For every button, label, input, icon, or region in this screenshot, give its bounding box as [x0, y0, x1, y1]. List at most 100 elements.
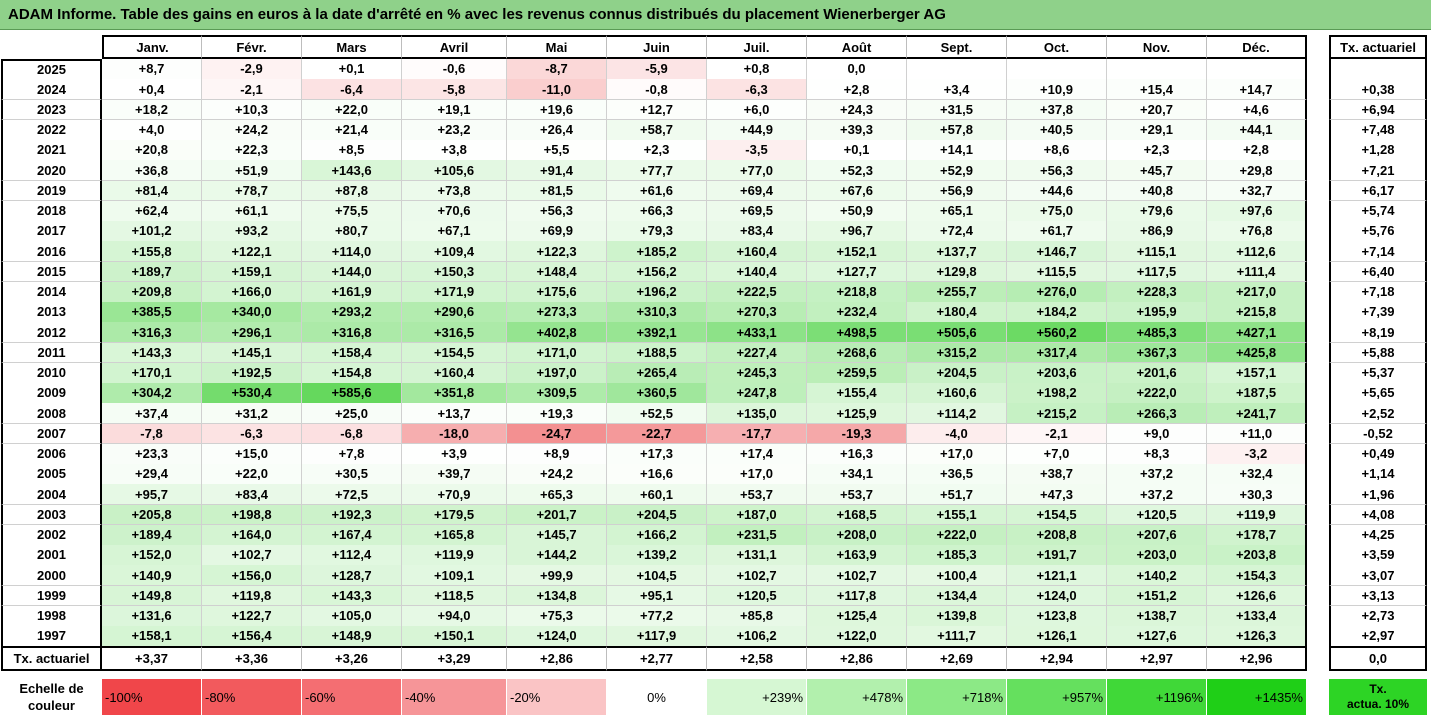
color-scale-step: -20% — [507, 679, 607, 715]
table-cell: +121,1 — [1007, 565, 1107, 586]
table-cell: -0,6 — [402, 59, 507, 80]
table-cell: +18,2 — [102, 99, 202, 121]
table-cell: +171,0 — [507, 342, 607, 364]
table-cell: +241,7 — [1207, 403, 1307, 424]
table-cell: +124,0 — [507, 626, 607, 647]
table-cell: +51,7 — [907, 484, 1007, 505]
table-cell: +78,7 — [202, 180, 302, 202]
year-label: 2008 — [1, 403, 102, 424]
table-cell: +111,7 — [907, 626, 1007, 647]
table-cell: +203,0 — [1107, 545, 1207, 566]
table-cell: +61,7 — [1007, 221, 1107, 242]
year-label: 2005 — [1, 464, 102, 485]
table-cell: +85,8 — [707, 605, 807, 627]
table-cell: +232,4 — [807, 302, 907, 323]
table-cell: +185,3 — [907, 545, 1007, 566]
table-cell: +255,7 — [907, 281, 1007, 303]
table-cell: +140,2 — [1107, 565, 1207, 586]
footer-rate: +3,26 — [302, 646, 402, 671]
color-scale-step: +239% — [707, 679, 807, 715]
table-cell: +112,6 — [1207, 241, 1307, 262]
table-cell: +56,3 — [507, 200, 607, 222]
table-cell: +12,7 — [607, 99, 707, 121]
rate-cell: +2,73 — [1329, 605, 1427, 627]
table-cell: +231,5 — [707, 524, 807, 546]
table-cell: +385,5 — [102, 302, 202, 323]
table-cell: +209,8 — [102, 281, 202, 303]
table-cell: +392,1 — [607, 322, 707, 343]
table-cell: +93,2 — [202, 221, 302, 242]
table-cell: +122,3 — [507, 241, 607, 262]
table-cell: +315,2 — [907, 342, 1007, 364]
table-cell: +47,3 — [1007, 484, 1107, 505]
year-label: 1997 — [1, 626, 102, 647]
table-cell: +36,5 — [907, 464, 1007, 485]
table-cell: +207,6 — [1107, 524, 1207, 546]
table-cell: +316,5 — [402, 322, 507, 343]
table-cell: +17,0 — [707, 464, 807, 485]
table-cell: +191,7 — [1007, 545, 1107, 566]
table-cell: +178,7 — [1207, 524, 1307, 546]
table-cell: +120,5 — [1107, 504, 1207, 526]
table-cell: +104,5 — [607, 565, 707, 586]
table-cell: +134,8 — [507, 585, 607, 607]
table-cell: +79,6 — [1107, 200, 1207, 222]
table-cell: +83,4 — [707, 221, 807, 242]
year-label: 2020 — [1, 160, 102, 181]
table-cell: +126,1 — [1007, 626, 1107, 647]
month-header: Août — [807, 35, 907, 59]
table-cell: +53,7 — [707, 484, 807, 505]
table-cell: +215,8 — [1207, 302, 1307, 323]
table-cell: +6,0 — [707, 99, 807, 121]
table-cell: -6,8 — [302, 423, 402, 445]
table-cell: +198,8 — [202, 504, 302, 526]
table-cell: -5,8 — [402, 79, 507, 100]
table-cell: +109,1 — [402, 565, 507, 586]
table-cell: +31,5 — [907, 99, 1007, 121]
table-cell: -5,9 — [607, 59, 707, 80]
page-title: ADAM Informe. Table des gains en euros à… — [8, 6, 946, 23]
table-cell: +24,2 — [507, 464, 607, 485]
table-cell: +37,4 — [102, 403, 202, 424]
table-cell: -6,4 — [302, 79, 402, 100]
year-label: 2001 — [1, 545, 102, 566]
table-cell: +50,9 — [807, 200, 907, 222]
table-cell: +180,4 — [907, 302, 1007, 323]
table-cell: +77,2 — [607, 605, 707, 627]
table-cell: +150,1 — [402, 626, 507, 647]
color-scale-label: Echelle de couleur — [1, 679, 102, 715]
table-cell: +222,0 — [1107, 383, 1207, 404]
table-cell: +29,8 — [1207, 160, 1307, 181]
table-cell: +433,1 — [707, 322, 807, 343]
table-cell: +91,4 — [507, 160, 607, 181]
table-cell — [907, 59, 1007, 80]
table-cell: +148,9 — [302, 626, 402, 647]
table-cell: +3,8 — [402, 140, 507, 161]
table-cell: +208,8 — [1007, 524, 1107, 546]
table-cell: +317,4 — [1007, 342, 1107, 364]
table-cell: +150,3 — [402, 261, 507, 283]
color-scale-step: +1435% — [1207, 679, 1307, 715]
table-cell: +119,9 — [1207, 504, 1307, 526]
rate-cell: +0,49 — [1329, 443, 1427, 465]
table-cell: +505,6 — [907, 322, 1007, 343]
table-cell: +195,9 — [1107, 302, 1207, 323]
table-cell: +114,2 — [907, 403, 1007, 424]
table-cell: +184,2 — [1007, 302, 1107, 323]
table-cell: +273,3 — [507, 302, 607, 323]
table-cell: +265,4 — [607, 362, 707, 384]
year-label: 2006 — [1, 443, 102, 465]
rate-cell: +5,74 — [1329, 200, 1427, 222]
table-cell: +70,9 — [402, 484, 507, 505]
legend-line: Tx. — [1369, 682, 1387, 696]
table-cell: +154,3 — [1207, 565, 1307, 586]
color-scale-step: 0% — [607, 679, 707, 715]
table-cell: +131,1 — [707, 545, 807, 566]
table-cell: +97,6 — [1207, 200, 1307, 222]
footer-rate: +3,37 — [102, 646, 202, 671]
table-cell: +157,1 — [1207, 362, 1307, 384]
year-label: 2021 — [1, 140, 102, 161]
table-cell: +37,2 — [1107, 464, 1207, 485]
table-cell: +126,6 — [1207, 585, 1307, 607]
table-cell: +8,3 — [1107, 443, 1207, 465]
